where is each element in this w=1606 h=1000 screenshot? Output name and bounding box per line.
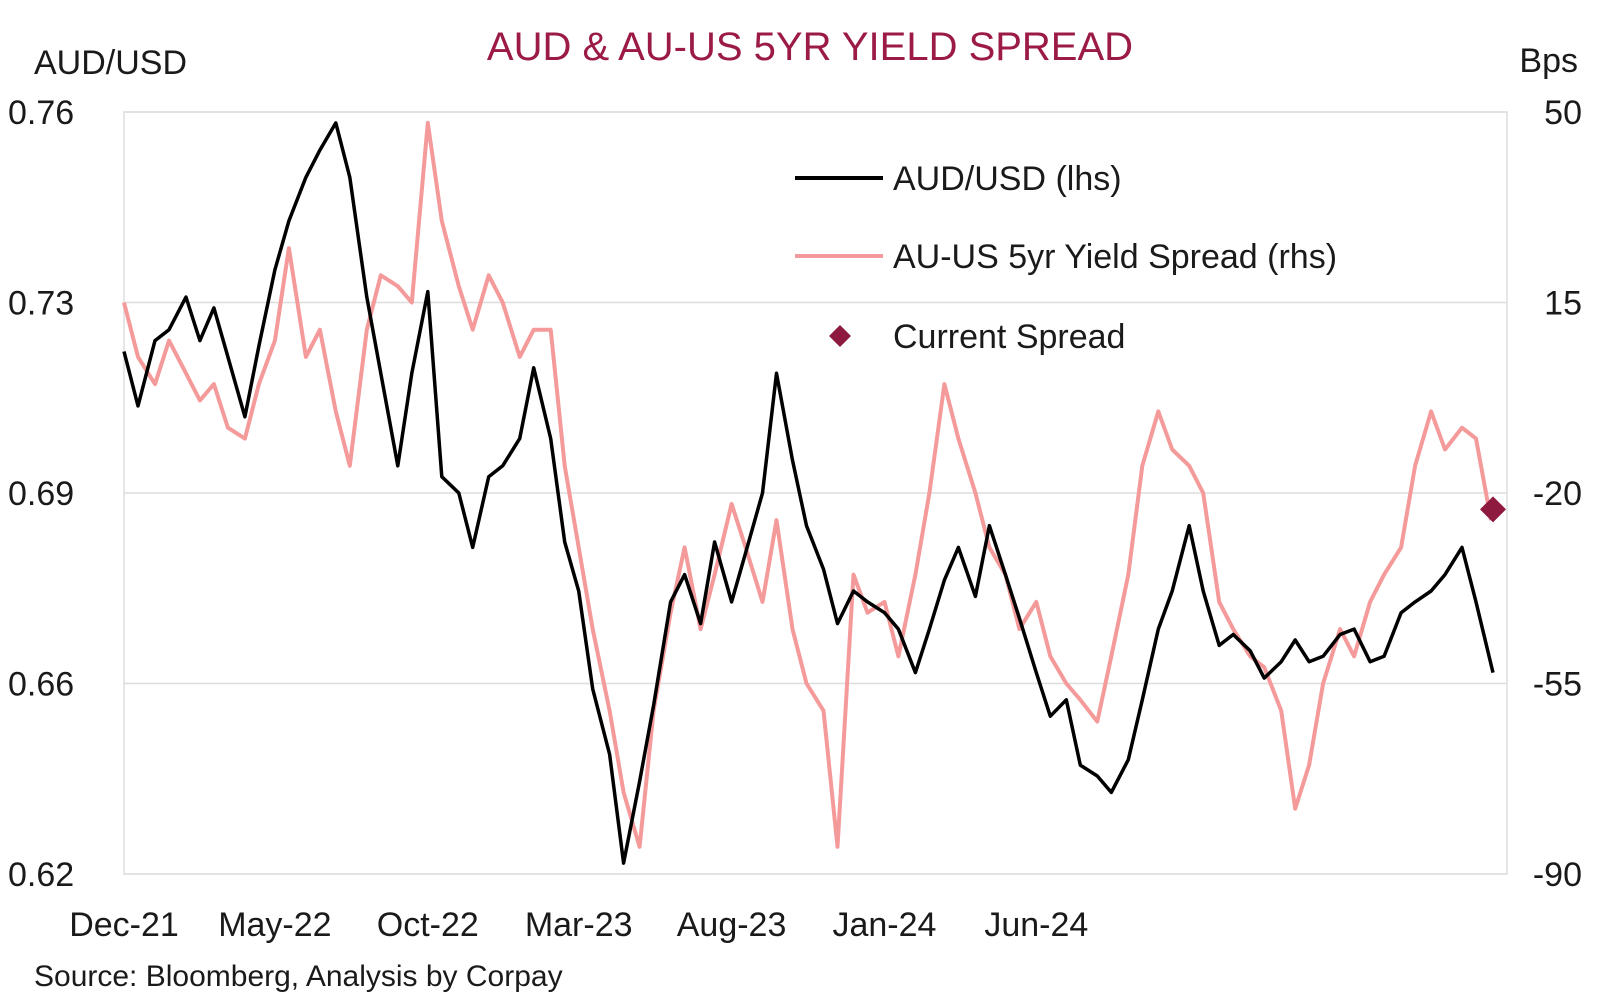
left-tick-label: 0.69 xyxy=(8,475,74,513)
x-tick-label: Oct-22 xyxy=(377,906,479,944)
legend-label-aud: AUD/USD (lhs) xyxy=(893,160,1122,198)
series-lines xyxy=(122,120,1495,865)
legend-label-spread: AU-US 5yr Yield Spread (rhs) xyxy=(893,238,1337,276)
left-tick-label: 0.66 xyxy=(8,666,74,704)
x-tick-label: Aug-23 xyxy=(677,906,787,944)
right-tick-label: -55 xyxy=(1533,666,1582,704)
left-tick-label: 0.62 xyxy=(8,856,74,894)
legend: AUD/USD (lhs) AU-US 5yr Yield Spread (rh… xyxy=(795,160,1337,356)
left-tick-label: 0.73 xyxy=(8,285,74,323)
right-tick-label: -20 xyxy=(1533,475,1582,513)
left-axis-label: AUD/USD xyxy=(34,44,187,82)
right-tick-label: 15 xyxy=(1544,285,1582,323)
x-tick-label: Mar-23 xyxy=(525,906,633,944)
right-tick-label: -90 xyxy=(1533,856,1582,894)
left-tick-label: 0.76 xyxy=(8,94,74,132)
grid xyxy=(123,111,1508,875)
aud-usd-line xyxy=(122,121,1495,865)
x-tick-label: Jun-24 xyxy=(984,906,1088,944)
x-ticks: Dec-21 May-22 Oct-22 Mar-23 Aug-23 Jan-24 Jun-… xyxy=(69,906,1088,944)
right-ticks: 50 15 -20 -55 -90 xyxy=(1533,94,1582,894)
source-note: Source: Bloomberg, Analysis by Corpay xyxy=(34,960,563,993)
x-tick-label: Jan-24 xyxy=(832,906,936,944)
x-tick-label: May-22 xyxy=(218,906,331,944)
markers xyxy=(1480,496,1507,523)
right-tick-label: 50 xyxy=(1544,94,1582,132)
yield-spread-line xyxy=(122,120,1493,849)
legend-label-current-spread: Current Spread xyxy=(893,318,1125,356)
right-axis-label: Bps xyxy=(1519,42,1578,80)
chart-title: AUD & AU-US 5YR YIELD SPREAD xyxy=(487,25,1133,69)
x-tick-label: Dec-21 xyxy=(69,906,179,944)
left-ticks: 0.76 0.73 0.69 0.66 0.62 xyxy=(8,94,74,894)
current-spread-marker xyxy=(1480,496,1507,523)
legend-diamond-icon xyxy=(829,325,851,347)
